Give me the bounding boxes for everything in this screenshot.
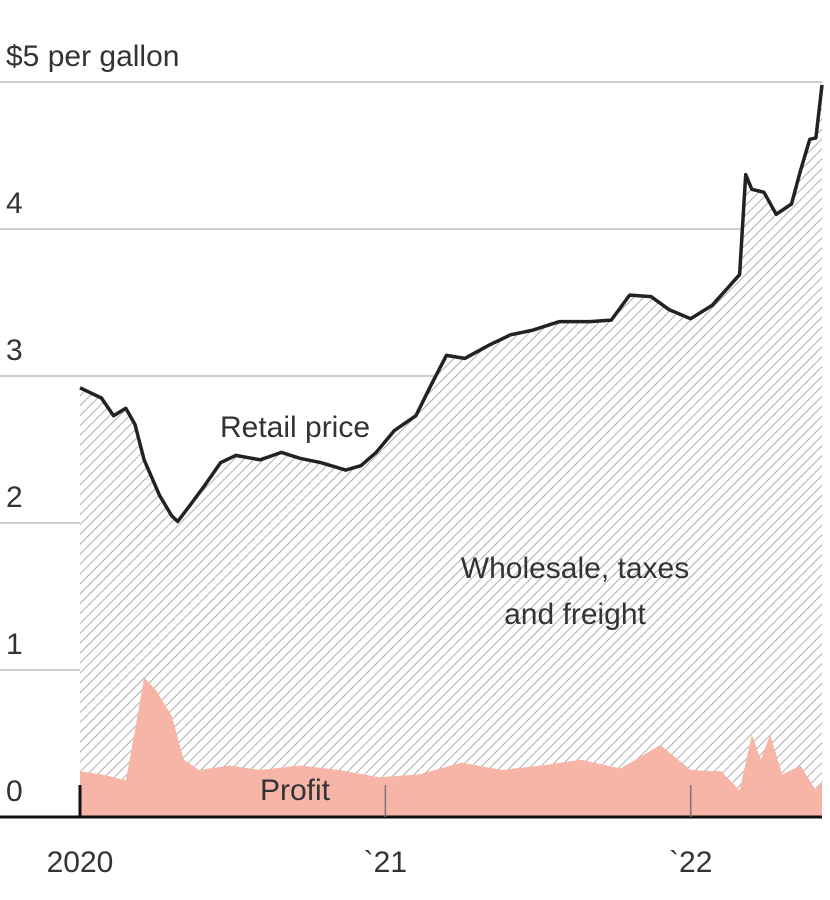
wholesale-label: Wholesale, taxes xyxy=(461,552,689,585)
retail-line xyxy=(79,84,824,524)
y-tick-label: 3 xyxy=(6,334,23,367)
x-tick-label: `22 xyxy=(669,846,712,879)
hatch-area xyxy=(80,84,822,817)
wholesale-label: and freight xyxy=(504,598,646,631)
y-tick-label: $5 per gallon xyxy=(6,40,179,73)
retail-label: Retail price xyxy=(220,411,370,444)
x-tick-label: 2020 xyxy=(47,846,114,879)
y-tick-label: 2 xyxy=(6,481,23,514)
profit-label: Profit xyxy=(260,774,331,807)
profit-area xyxy=(80,677,822,817)
y-tick-label: 0 xyxy=(6,775,23,808)
y-tick-label: 4 xyxy=(6,187,23,220)
x-tick-label: `21 xyxy=(364,846,407,879)
y-tick-label: 1 xyxy=(6,628,23,661)
